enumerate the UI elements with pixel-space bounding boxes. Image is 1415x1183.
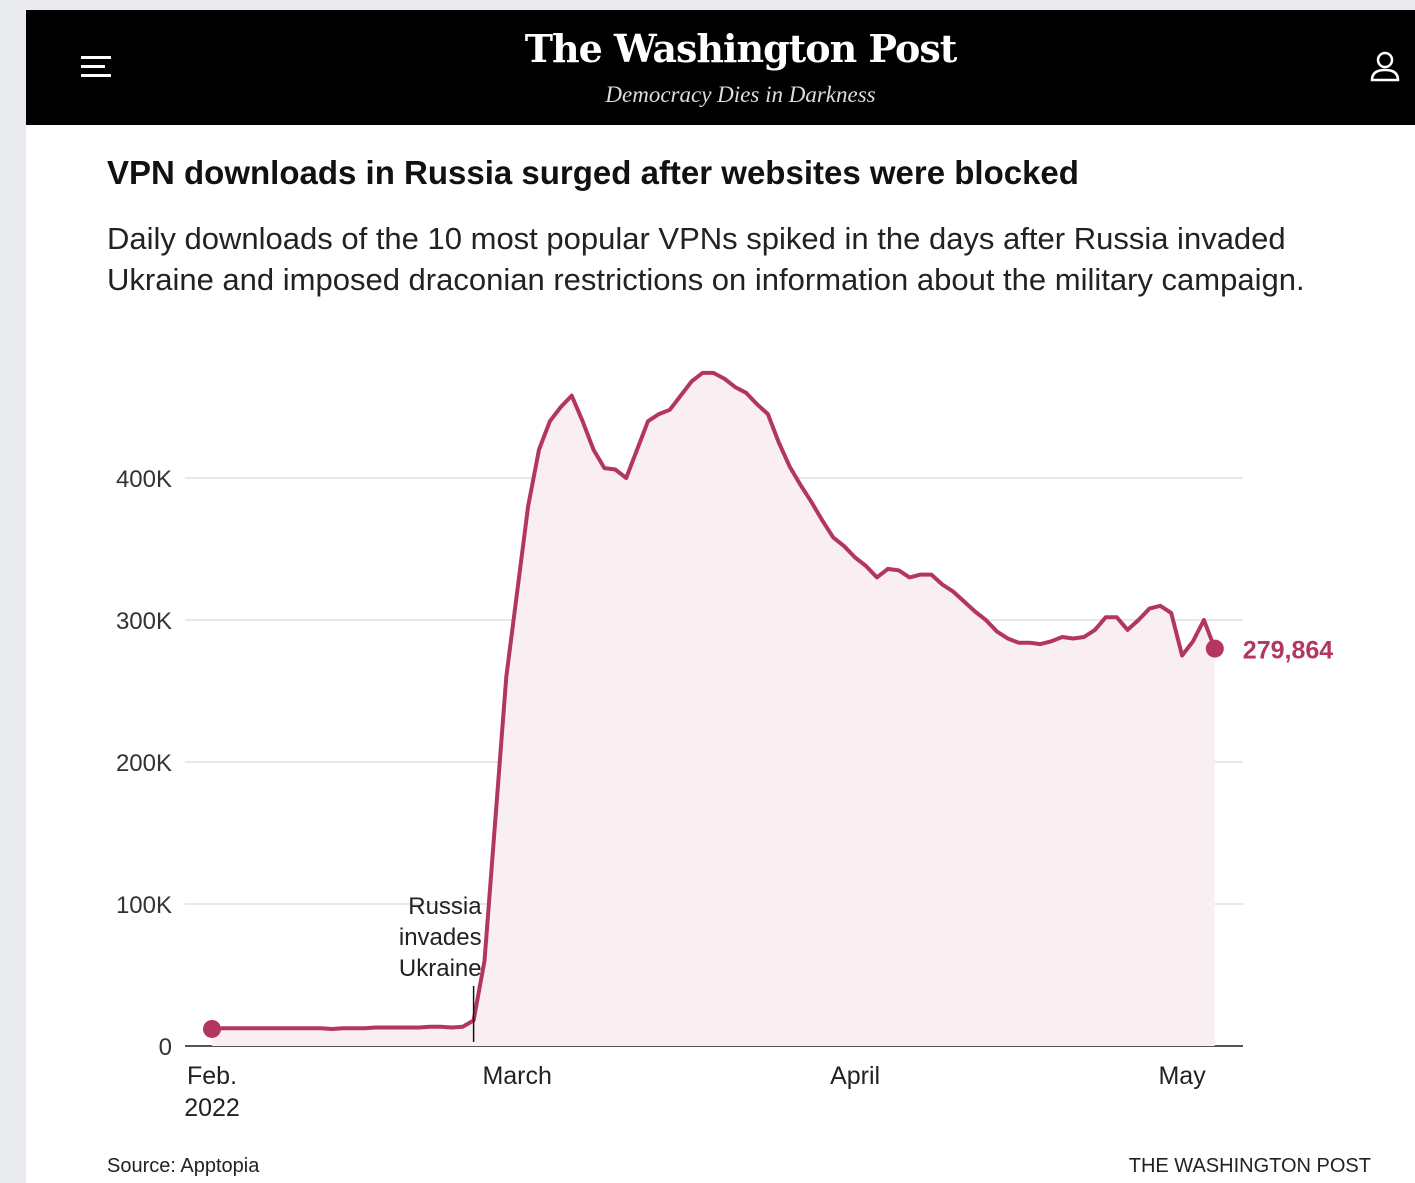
y-tick-label: 100K — [116, 892, 172, 919]
x-tick-label: Feb. 2022 — [184, 1062, 240, 1122]
x-tick-label: April — [830, 1062, 881, 1090]
article: The Washington Post Democracy Dies in Da… — [26, 10, 1415, 1183]
x-tick-label: May — [1158, 1062, 1206, 1090]
y-tick-label: 0 — [159, 1034, 172, 1061]
y-tick-label: 400K — [116, 466, 172, 493]
annotation: Russia — [408, 893, 482, 920]
credit: THE WASHINGTON POST — [1128, 1155, 1371, 1177]
chart-title: VPN downloads in Russia surged after web… — [107, 154, 1079, 191]
chart-subtitle: Daily downloads of the 10 most popular V… — [107, 221, 1305, 297]
chart: 0 100K 200K 300K 400K 279,864 Russia invades Ukr… — [116, 370, 1333, 1061]
logo[interactable]: The Washington Post — [524, 26, 958, 71]
line — [211, 370, 1217, 1031]
y-tick-label: 300K — [116, 608, 172, 635]
menu-icon[interactable] — [76, 40, 156, 100]
value-label: 279,864 — [1243, 637, 1333, 665]
source: Source: Apptopia — [107, 1155, 260, 1177]
end-dot — [1205, 639, 1224, 658]
tagline: Democracy Dies in Darkness — [605, 82, 876, 107]
annotation: Ukraine — [399, 955, 482, 982]
x-tick-label: March — [482, 1062, 552, 1090]
account-icon[interactable] — [1366, 48, 1406, 98]
site-header: The Washington Post Democracy Dies in Da… — [26, 10, 1415, 125]
y-tick-label: 200K — [116, 750, 172, 777]
area — [212, 372, 1215, 1046]
annotation: invades — [399, 924, 482, 951]
end-dot — [203, 1019, 221, 1038]
